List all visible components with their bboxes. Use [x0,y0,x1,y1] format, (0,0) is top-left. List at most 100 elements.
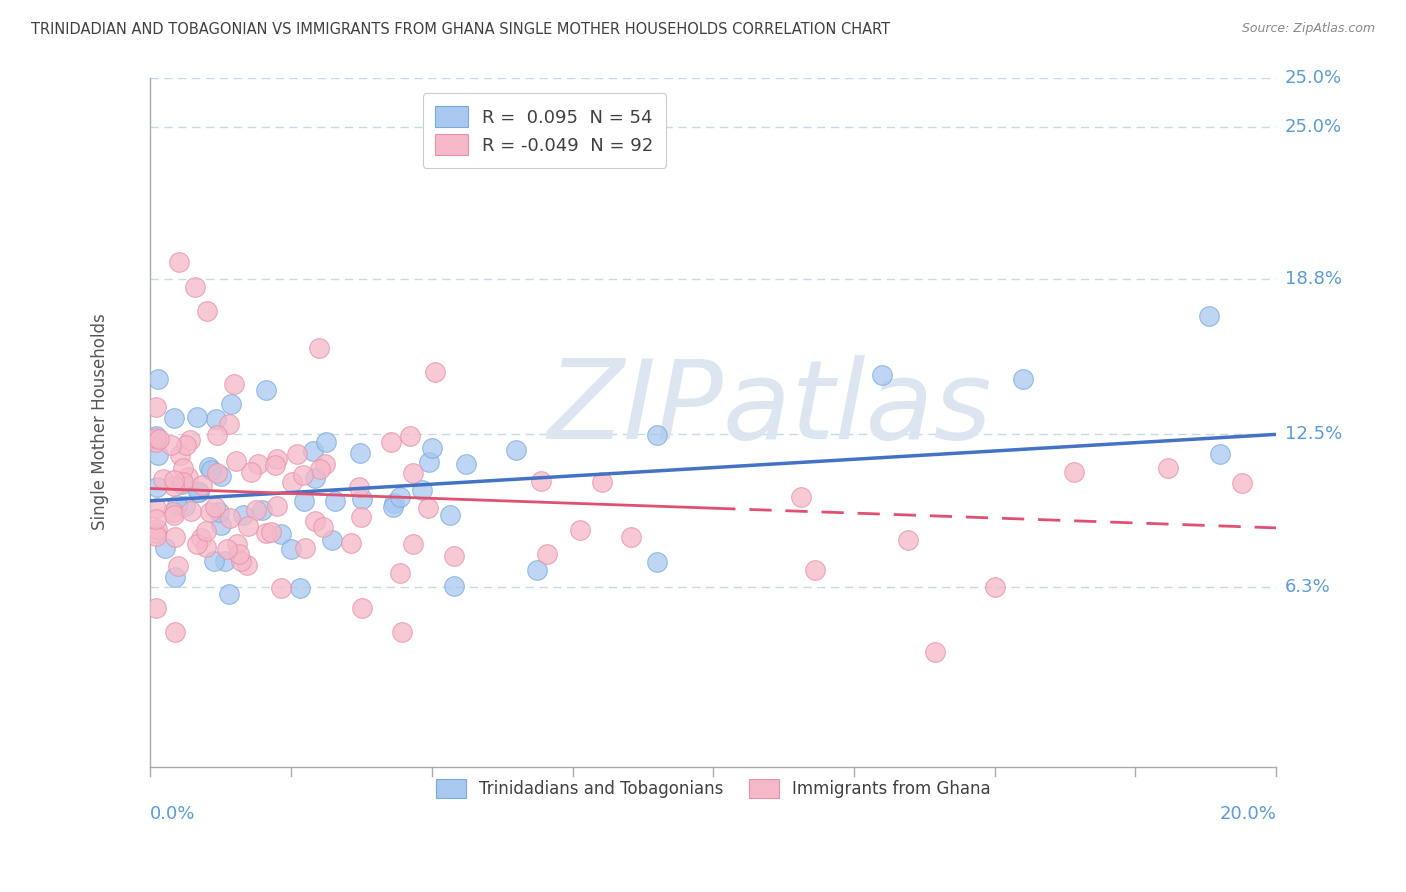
Text: ZIPatlas: ZIPatlas [547,355,991,462]
Point [402,466,425,480]
Point [153,541,176,555]
Point [186,409,208,424]
Point [148,448,170,462]
Text: Single Mother Households: Single Mother Households [91,314,108,531]
Point [252,503,274,517]
Point [198,459,221,474]
Point [186,536,208,550]
Point [266,499,288,513]
Text: 20.0%: 20.0% [1219,805,1277,823]
Text: 0.0%: 0.0% [150,805,195,823]
Point [260,525,283,540]
Point [270,581,292,595]
Point [292,494,315,508]
Point [145,512,167,526]
Point [187,485,209,500]
Point [145,429,167,443]
Point [207,466,229,480]
Point [411,483,433,497]
Point [439,508,461,523]
Point [202,554,225,568]
Point [204,500,226,514]
Point [163,625,186,640]
Point [145,431,167,445]
Text: Source: ZipAtlas.com: Source: ZipAtlas.com [1241,22,1375,36]
Point [166,498,188,512]
Point [347,480,370,494]
Point [170,477,193,491]
Point [984,580,1007,594]
Point [418,455,440,469]
Point [645,555,668,569]
Point [167,255,190,269]
Point [288,581,311,595]
Point [184,279,207,293]
Point [235,558,257,572]
Point [200,505,222,519]
Point [456,457,478,471]
Point [389,490,412,504]
Point [194,540,217,554]
Point [219,397,242,411]
Point [1063,465,1085,479]
Point [205,412,228,426]
Point [352,600,374,615]
Point [308,462,330,476]
Point [281,475,304,489]
Point [505,442,527,457]
Point [350,509,373,524]
Point [389,566,412,581]
Point [245,503,267,517]
Point [247,457,270,471]
Point [194,524,217,538]
Point [179,433,201,447]
Point [321,533,343,547]
Point [591,475,613,490]
Legend: Trinidadians and Tobagonians, Immigrants from Ghana: Trinidadians and Tobagonians, Immigrants… [427,771,998,806]
Point [382,500,405,515]
Point [803,563,825,577]
Point [208,505,231,519]
Point [200,463,222,477]
Point [172,461,194,475]
Point [152,473,174,487]
Point [146,480,169,494]
Point [173,475,195,489]
Point [897,533,920,547]
Point [177,470,200,484]
Point [225,453,247,467]
Point [349,446,371,460]
Point [205,428,228,442]
Point [391,624,413,639]
Point [163,474,186,488]
Point [228,547,250,561]
Point [218,511,240,525]
Point [402,536,425,550]
Point [285,447,308,461]
Point [443,579,465,593]
Point [166,559,188,574]
Point [190,531,212,545]
Point [645,427,668,442]
Point [238,518,260,533]
Point [536,547,558,561]
Point [294,541,316,556]
Point [163,479,186,493]
Point [270,527,292,541]
Point [226,537,249,551]
Point [1012,372,1035,386]
Point [145,434,167,449]
Point [188,485,211,500]
Point [304,471,326,485]
Point [350,491,373,506]
Point [209,518,232,533]
Point [569,524,592,538]
Point [229,553,252,567]
Point [218,587,240,601]
Point [145,501,167,516]
Point [239,466,262,480]
Point [145,526,167,541]
Point [254,526,277,541]
Point [254,384,277,398]
Point [323,494,346,508]
